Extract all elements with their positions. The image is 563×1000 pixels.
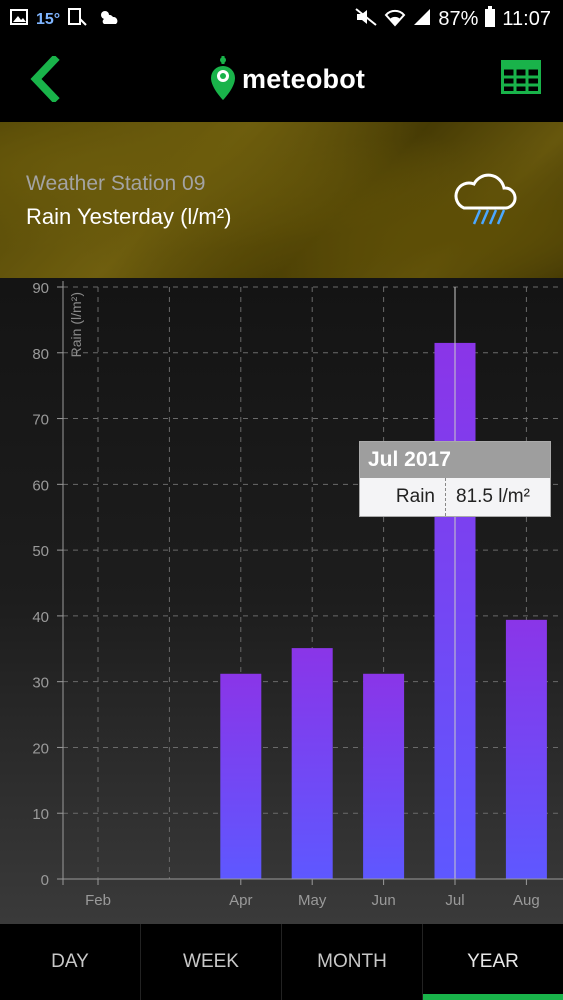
y-tick-label: 90 [32,280,49,297]
y-tick-label: 50 [32,543,49,560]
tab-day[interactable]: DAY [0,924,141,1000]
y-tick-label: 20 [32,740,49,757]
y-tick-label: 40 [32,609,49,626]
brand-name: meteobot [242,63,366,94]
table-view-button[interactable] [501,60,541,94]
tooltip-title: Jul 2017 [360,442,550,478]
battery-percent: 87% [438,8,479,30]
partly-cloudy-icon [96,8,120,31]
tab-month[interactable]: MONTH [282,924,423,1000]
y-tick-label: 70 [32,412,49,429]
status-bar: 15° 87% 11:07 [0,0,563,38]
meteobot-logo-icon [211,56,235,100]
y-tick-label: 0 [41,872,49,889]
bar-may [291,648,333,879]
x-tick-label: Aug [513,892,540,909]
wifi-icon [384,7,406,32]
battery-icon [484,6,496,33]
mute-icon [354,7,378,32]
y-axis-label: Rain (l/m²) [68,292,84,357]
x-tick-label: May [298,892,327,909]
x-tick-label: Apr [229,892,252,909]
y-tick-label: 10 [32,806,49,823]
brand-logo: meteobot [208,56,365,102]
status-temperature: 15° [36,10,61,28]
bar-jun [363,673,405,879]
signal-icon [412,7,432,32]
tab-year[interactable]: YEAR [423,924,563,1000]
app-bar: meteobot [0,38,563,122]
period-tabs: DAY WEEK MONTH YEAR [0,924,563,1000]
chevron-left-icon [30,54,60,104]
station-header: Weather Station 09 Rain Yesterday (l/m²) [0,122,563,278]
y-tick-label: 30 [32,675,49,692]
bar-tooltip: Jul 2017 Rain 81.5 l/m² [359,441,551,517]
x-tick-label: Jun [372,892,396,909]
status-time: 11:07 [502,8,551,30]
rain-cloud-icon [454,173,517,225]
station-name: Weather Station 09 [26,172,206,195]
tab-week[interactable]: WEEK [141,924,282,1000]
back-button[interactable] [26,54,66,104]
phone-tablet-icon [68,8,88,31]
x-tick-label: Jul [445,892,464,909]
bar-chart: 0102030405060708090FebAprMayJunJulAugSep… [32,280,563,909]
table-grid-icon [501,60,541,94]
tooltip-label: Rain [360,478,446,516]
tooltip-value: 81.5 l/m² [456,486,530,507]
y-tick-label: 60 [32,477,49,494]
y-tick-label: 80 [32,346,49,363]
image-icon [10,8,28,31]
x-tick-label: Feb [85,892,111,909]
rain-chart: 0102030405060708090FebAprMayJunJulAugSep… [0,278,563,924]
bar-aug [505,619,547,879]
bar-apr [220,673,262,879]
metric-title: Rain Yesterday (l/m²) [26,204,232,229]
